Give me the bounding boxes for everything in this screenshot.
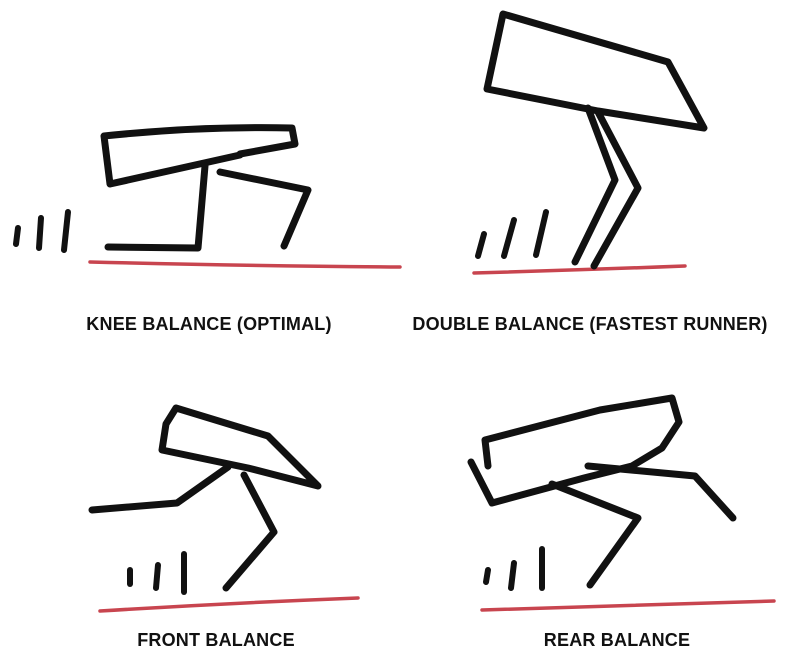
motion-line bbox=[13, 225, 21, 247]
caption-knee-balance: KNEE BALANCE (OPTIMAL) bbox=[86, 314, 332, 334]
panel-front-balance bbox=[88, 404, 360, 613]
panel-knee-balance bbox=[13, 124, 402, 269]
caption-front-balance: FRONT BALANCE bbox=[137, 630, 295, 650]
motion-line bbox=[501, 217, 517, 259]
motion-line bbox=[483, 567, 491, 585]
motion-line bbox=[61, 209, 71, 253]
rear-leg bbox=[222, 471, 278, 592]
rear-leg bbox=[590, 108, 642, 270]
motion-line bbox=[475, 231, 487, 259]
ground-line bbox=[480, 599, 776, 612]
motion-lines bbox=[475, 209, 549, 259]
front-leg bbox=[548, 480, 642, 589]
caption-double-balance: DOUBLE BALANCE (FASTEST RUNNER) bbox=[412, 314, 768, 334]
body-block bbox=[467, 394, 683, 507]
motion-line bbox=[36, 215, 44, 251]
ground-line bbox=[472, 264, 687, 275]
body-block bbox=[100, 124, 299, 188]
support-leg bbox=[104, 162, 209, 252]
rear-leg bbox=[584, 462, 737, 522]
ground-line bbox=[98, 596, 360, 613]
motion-line bbox=[508, 560, 517, 591]
motion-line bbox=[533, 209, 549, 258]
caption-rear-balance: REAR BALANCE bbox=[543, 630, 691, 650]
ground-line bbox=[88, 260, 402, 269]
panel-rear-balance bbox=[467, 394, 776, 612]
body-block bbox=[158, 404, 322, 490]
body-block bbox=[483, 10, 708, 132]
motion-lines bbox=[13, 209, 71, 253]
front-leg bbox=[88, 463, 232, 514]
panel-double-balance bbox=[472, 10, 708, 275]
rear-leg bbox=[216, 168, 312, 250]
motion-lines bbox=[127, 551, 187, 595]
front-leg bbox=[571, 104, 619, 266]
motion-lines bbox=[483, 546, 545, 591]
motion-line bbox=[153, 562, 161, 591]
